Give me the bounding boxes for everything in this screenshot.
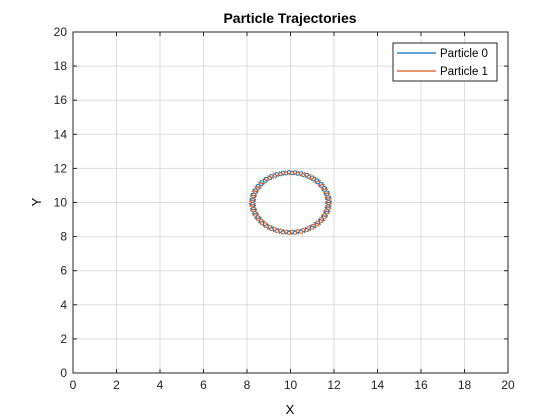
x-tick-label: 12	[327, 378, 341, 392]
y-tick-label: 2	[60, 332, 67, 346]
x-tick-label: 16	[414, 378, 428, 392]
series-line-particle-1	[249, 170, 332, 235]
x-tick-label: 10	[284, 378, 298, 392]
x-axis-label: X	[286, 402, 295, 417]
chart-title: Particle Trajectories	[223, 10, 356, 26]
y-tick-label: 6	[60, 264, 67, 278]
grid	[72, 31, 509, 374]
tick-labels: 0 2 4 6 8 10 12 14 16 18 20 0 2 4 6 8 10 12 14 16 18 20	[54, 25, 515, 392]
legend-entry-particle-1: Particle 1	[440, 66, 488, 78]
x-tick-label: 20	[501, 378, 515, 392]
x-tick-label: 18	[458, 378, 472, 392]
y-tick-label: 12	[54, 161, 68, 175]
y-tick-label: 4	[60, 298, 67, 312]
y-tick-label: 10	[54, 196, 68, 210]
y-tick-label: 16	[54, 93, 68, 107]
legend: Particle 0 Particle 1	[392, 42, 498, 82]
y-tick-label: 18	[54, 59, 68, 73]
legend-entry-particle-0: Particle 0	[440, 48, 488, 60]
y-tick-label: 8	[60, 230, 67, 244]
legend-box	[392, 42, 498, 82]
y-axis-label: Y	[29, 197, 44, 206]
x-tick-label: 14	[371, 378, 385, 392]
x-tick-label: 8	[244, 378, 251, 392]
y-tick-label: 0	[60, 366, 67, 380]
x-tick-label: 0	[70, 378, 77, 392]
x-tick-label: 2	[113, 378, 120, 392]
y-tick-label: 14	[54, 127, 68, 141]
ticks	[72, 31, 509, 374]
y-tick-label: 20	[54, 25, 68, 39]
x-tick-label: 6	[200, 378, 207, 392]
plot-lines	[249, 170, 332, 235]
x-tick-label: 4	[157, 378, 164, 392]
